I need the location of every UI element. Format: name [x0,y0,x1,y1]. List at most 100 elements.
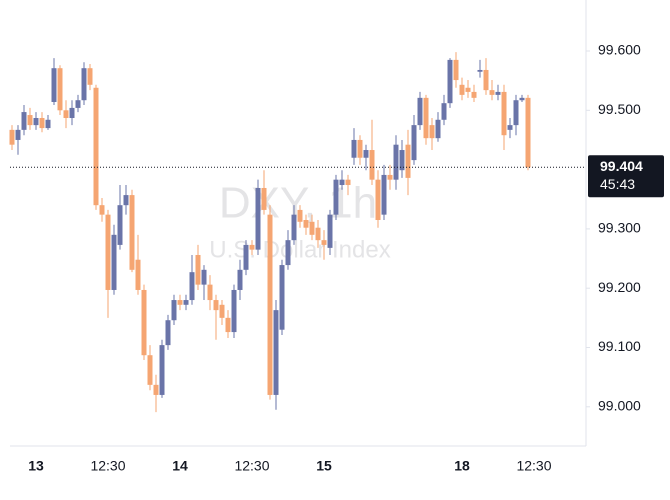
candle-body [333,179,339,215]
candle-body [411,125,417,161]
candle-body [387,174,393,180]
x-tick-label: 12:30 [234,458,269,474]
candle-body [69,107,75,119]
candle-body [465,87,471,92]
candle-body [375,179,381,220]
candle-body [135,259,141,290]
candle-body [267,214,273,395]
candle-body [423,97,429,139]
y-tick-label: 99.000 [598,397,641,413]
candle-body [489,90,495,95]
candle-body [405,144,411,178]
candle-body [501,91,507,136]
candle-body [99,205,105,215]
candle-body [15,129,21,140]
candle-body [111,234,117,290]
last-price-box [588,155,664,198]
x-tick-label: 13 [28,458,44,474]
candle-body [39,118,45,129]
candle-body [255,187,261,250]
candle-body [507,125,513,130]
candle-body [105,214,111,290]
candle-body [345,179,351,186]
candle-body [429,125,435,139]
candle-body [297,209,303,222]
candle-body [471,91,477,98]
candle-body [21,112,27,130]
x-tick-label: 14 [172,458,188,474]
candle-body [57,68,63,111]
y-tick-label: 99.100 [598,338,641,354]
candle-body [357,139,363,158]
candle-body [273,310,279,395]
candle-body [315,227,321,241]
candle-body [339,179,345,186]
candle-body [225,317,231,333]
candle-body [399,150,405,171]
candle-body [321,240,327,245]
candle-body [249,244,255,250]
candle-body [525,97,531,168]
candle-body [453,59,459,81]
candle-body [279,265,285,330]
candle-body [237,269,243,290]
candle-body [513,100,519,126]
candle-body [153,384,159,395]
candle-body [75,100,81,108]
candle-body [261,187,267,210]
candle-body [369,150,375,180]
candle-body [189,272,195,301]
candle-body [63,110,69,119]
candle-body [207,284,213,301]
x-tick-label: 12:30 [90,458,125,474]
candle-body [393,144,399,180]
candle-body [363,150,369,158]
candle-body [195,254,201,285]
candle-body [45,119,51,129]
candle-body [123,195,129,206]
candle-body [141,289,147,356]
candle-body [417,97,423,126]
last-price-label: 99.404 [600,158,643,174]
candle-body [285,240,291,266]
candle-body [93,87,99,206]
candle-body [27,115,33,126]
candle-body [483,69,489,91]
candle-body [447,59,453,104]
candle-body [291,214,297,241]
x-tick-label: 12:30 [516,458,551,474]
candle-body [435,119,441,139]
candle-body [165,320,171,346]
x-tick-label: 18 [454,458,470,474]
candle-body [351,139,357,158]
y-tick-label: 99.600 [598,42,641,58]
candle-body [159,345,165,395]
candle-body [219,304,225,318]
y-tick-label: 99.200 [598,279,641,295]
candle-body [171,300,177,321]
candle-body [129,195,135,270]
candle-body [183,300,189,305]
candle-body [177,300,183,305]
countdown: 45:43 [600,176,635,192]
candle-body [81,68,87,101]
candle-body [33,118,39,126]
candle-body [201,269,207,285]
y-tick-label: 99.300 [598,220,641,236]
candle-body [147,355,153,385]
candle-body [231,289,237,333]
candle-body [9,129,15,145]
candle-body [441,103,447,120]
candle-body [243,244,249,270]
candle-body [477,69,483,72]
candle-body [381,174,387,215]
candle-body [519,97,525,101]
candle-body [117,205,123,245]
candle-body [213,300,219,311]
candle-body [459,84,465,95]
candle-body [309,221,315,235]
x-tick-label: 15 [316,458,332,474]
candle-body [51,68,57,102]
y-tick-label: 99.500 [598,101,641,117]
